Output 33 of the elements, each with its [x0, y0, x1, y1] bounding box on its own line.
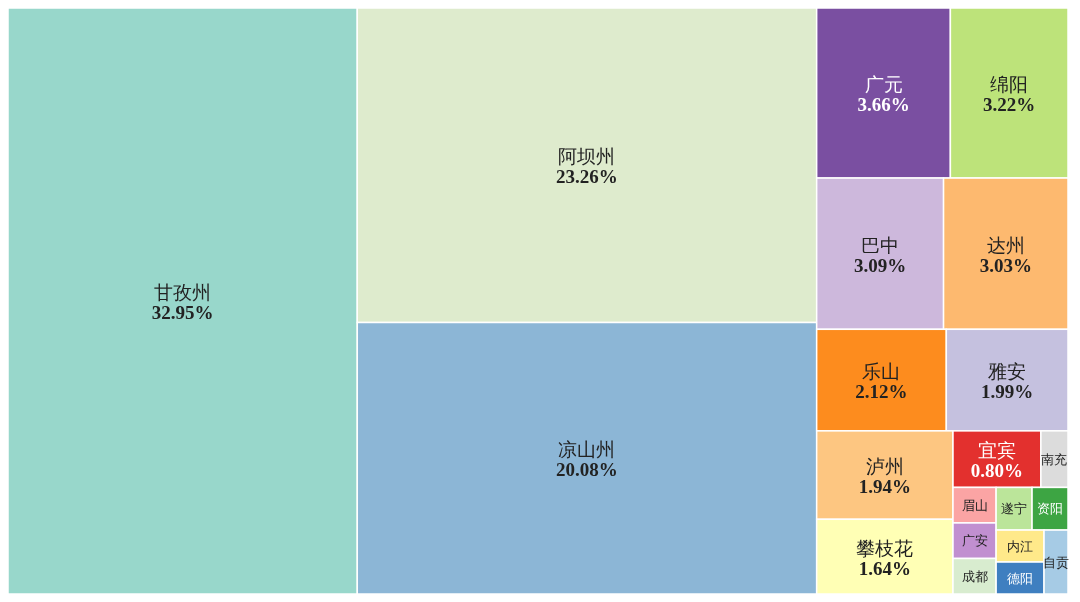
category-label: 成都 — [961, 568, 988, 584]
category-label: 阿坝州 — [558, 145, 616, 168]
category-label: 广安 — [961, 533, 988, 549]
data-label: 20.08% — [556, 459, 618, 481]
category-label: 达州 — [986, 233, 1025, 256]
category-label: 德阳 — [1007, 570, 1034, 586]
category-label: 绵阳 — [990, 73, 1029, 96]
category-label: 凉山州 — [558, 438, 616, 461]
data-label: 1.64% — [858, 557, 911, 579]
data-label: 1.94% — [858, 476, 911, 498]
category-label: 甘孜州 — [154, 281, 212, 303]
category-label: 雅安 — [988, 360, 1027, 383]
data-label: 0.80% — [970, 460, 1024, 482]
category-label: 宜宾 — [977, 439, 1016, 462]
category-label: 南充 — [1041, 451, 1068, 467]
category-label: 巴中 — [861, 233, 900, 256]
data-label: 1.99% — [981, 381, 1034, 403]
data-label: 3.22% — [983, 94, 1036, 116]
category-label: 遂宁 — [1001, 501, 1028, 517]
category-label: 攀枝花 — [856, 536, 914, 559]
category-label: 广元 — [864, 73, 903, 96]
data-label: 2.12% — [855, 381, 908, 403]
category-label: 眉山 — [961, 497, 988, 513]
category-label: 内江 — [1007, 538, 1034, 554]
category-label: 资阳 — [1037, 501, 1064, 517]
data-label: 3.09% — [854, 254, 907, 276]
data-label: 3.03% — [979, 254, 1032, 276]
category-label: 乐山 — [862, 360, 901, 383]
data-label: 3.66% — [857, 94, 910, 116]
category-label: 自贡 — [1043, 554, 1070, 570]
data-label: 32.95% — [151, 302, 214, 323]
data-label: 23.26% — [556, 166, 618, 188]
category-label: 泸州 — [865, 455, 904, 478]
